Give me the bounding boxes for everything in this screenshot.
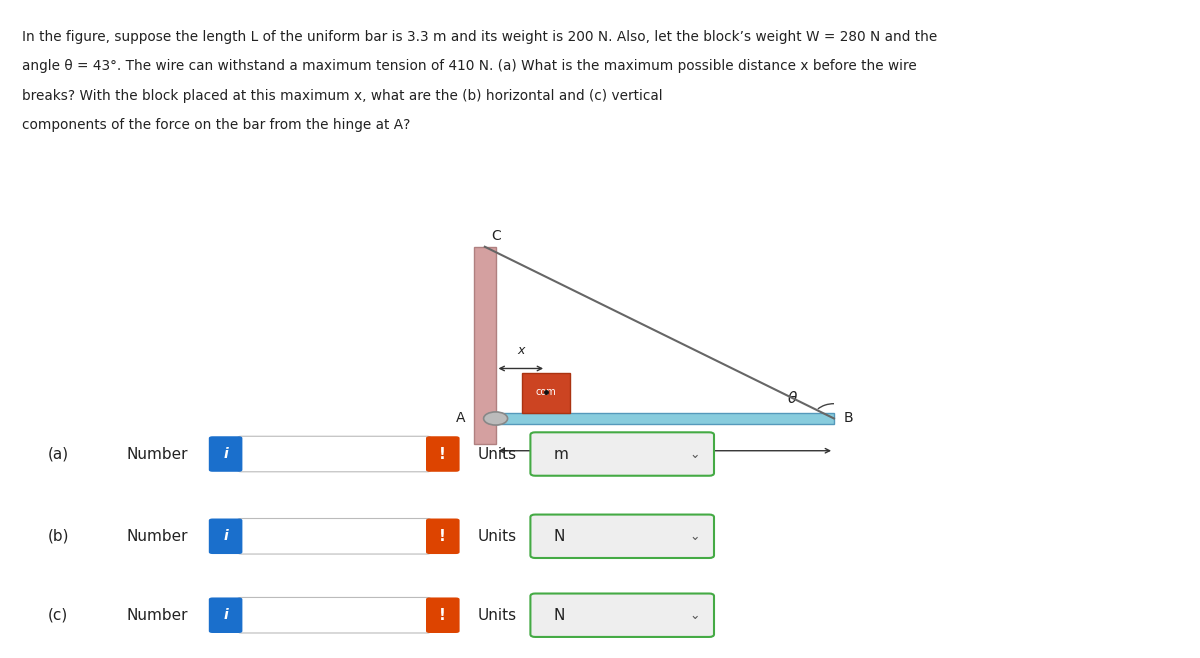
Text: Number: Number: [126, 529, 187, 544]
FancyBboxPatch shape: [426, 519, 460, 554]
Text: !: !: [439, 608, 446, 622]
FancyBboxPatch shape: [238, 597, 431, 633]
Bar: [474, 247, 496, 444]
Text: breaks? With the block placed at this maximum x, what are the (b) horizontal and: breaks? With the block placed at this ma…: [22, 89, 662, 103]
Text: components of the force on the bar from the hinge at A?: components of the force on the bar from …: [22, 118, 410, 132]
Text: i: i: [223, 447, 228, 461]
Text: ⌄: ⌄: [690, 609, 700, 622]
Text: θ: θ: [787, 391, 797, 405]
Bar: [522, 373, 570, 413]
Text: Units: Units: [478, 608, 517, 622]
Text: (c): (c): [48, 608, 68, 622]
Text: B: B: [844, 411, 853, 426]
FancyBboxPatch shape: [530, 594, 714, 637]
Text: In the figure, suppose the length L of the uniform bar is 3.3 m and its weight i: In the figure, suppose the length L of t…: [22, 30, 937, 43]
Text: com: com: [535, 387, 557, 397]
Circle shape: [484, 412, 508, 425]
Text: i: i: [223, 529, 228, 544]
Text: (b): (b): [48, 529, 70, 544]
Text: Number: Number: [126, 608, 187, 622]
Bar: [496, 413, 834, 424]
FancyBboxPatch shape: [530, 432, 714, 476]
FancyBboxPatch shape: [238, 519, 431, 554]
Text: angle θ = 43°. The wire can withstand a maximum tension of 410 N. (a) What is th: angle θ = 43°. The wire can withstand a …: [22, 59, 917, 73]
Text: !: !: [439, 447, 446, 461]
Text: (a): (a): [48, 447, 70, 461]
Text: ⌄: ⌄: [690, 447, 700, 461]
Text: Number: Number: [126, 447, 187, 461]
Text: N: N: [553, 529, 564, 544]
Text: –L–: –L–: [655, 464, 674, 477]
Text: Units: Units: [478, 529, 517, 544]
Text: m: m: [553, 447, 568, 461]
Text: Units: Units: [478, 447, 517, 461]
Text: ⌄: ⌄: [690, 530, 700, 543]
Text: !: !: [439, 529, 446, 544]
FancyBboxPatch shape: [426, 436, 460, 472]
Text: C: C: [491, 230, 500, 243]
Text: i: i: [223, 608, 228, 622]
Text: x: x: [517, 343, 524, 357]
FancyBboxPatch shape: [238, 436, 431, 472]
Text: N: N: [553, 608, 564, 622]
FancyBboxPatch shape: [530, 515, 714, 558]
FancyBboxPatch shape: [209, 519, 242, 554]
FancyBboxPatch shape: [209, 436, 242, 472]
Text: A: A: [456, 411, 466, 426]
FancyBboxPatch shape: [209, 597, 242, 633]
FancyBboxPatch shape: [426, 597, 460, 633]
